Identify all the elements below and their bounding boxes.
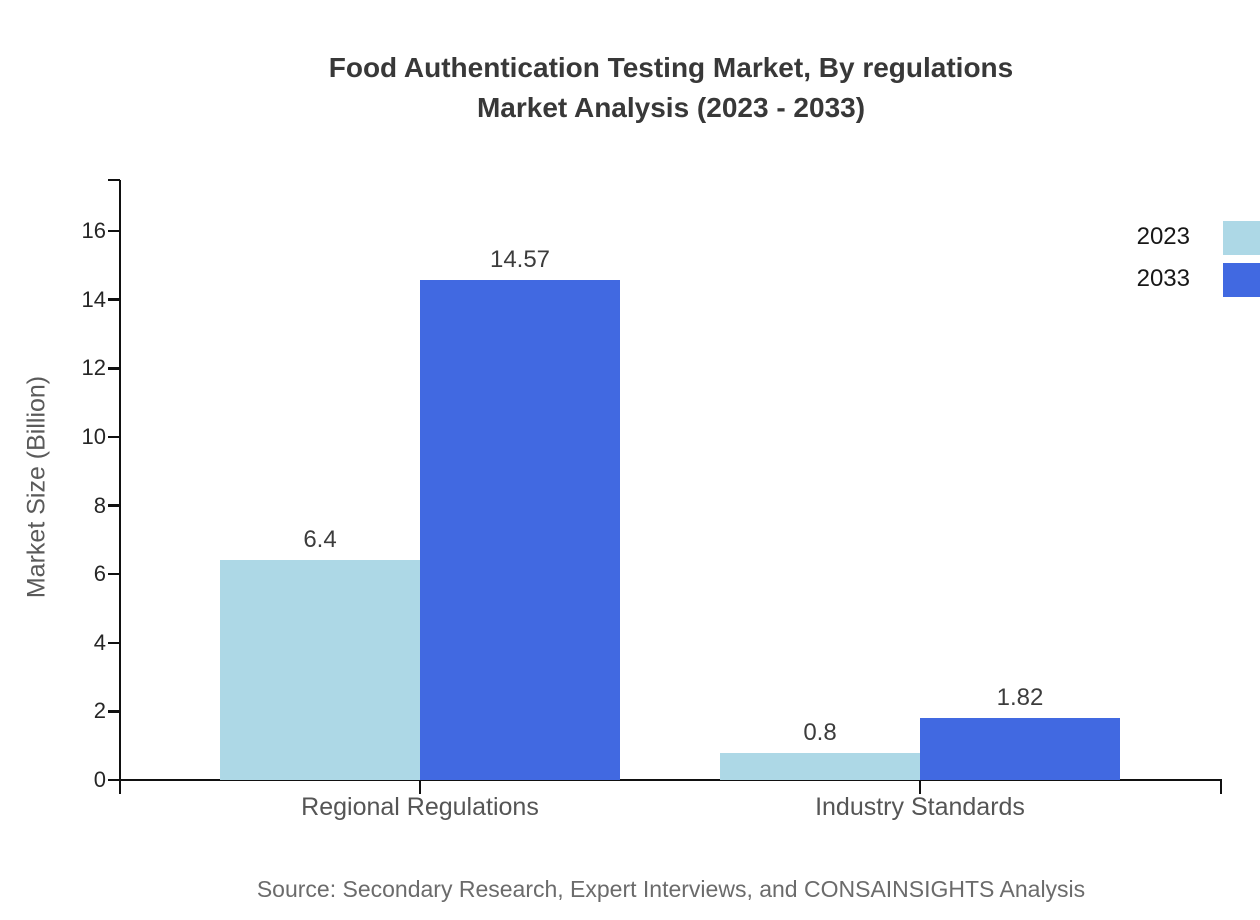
chart-title: Food Authentication Testing Market, By r… [120,48,1222,128]
x-axis-end-cap-tick [1219,780,1222,794]
bar-value-label: 1.82 [996,683,1044,711]
y-tick [108,229,120,233]
chart-title-line-1: Food Authentication Testing Market, By r… [328,52,1014,83]
y-tick [108,572,120,576]
y-tick-label: 6 [93,561,106,587]
bar [220,560,420,780]
y-tick-label: 8 [93,492,106,518]
category-label: Industry Standards [815,793,1025,821]
y-tick-label: 10 [81,423,106,449]
bar [420,280,620,780]
bar [920,717,1120,780]
y-tick [108,504,120,507]
y-tick [108,641,120,644]
bar [720,752,920,780]
y-axis-top-cap-tick [108,178,120,182]
legend-swatch [1223,263,1260,297]
y-tick-label: 16 [81,218,106,243]
y-tick-label: 14 [81,286,106,312]
y-tick-label: 0 [93,767,106,792]
x-axis-line [108,778,1222,782]
legend-label: 2033 [1136,265,1190,292]
y-tick-label: 4 [93,629,106,655]
y-tick [108,298,120,301]
y-tick-label: 12 [81,355,106,381]
bar-value-label: 14.57 [489,246,551,274]
bar-value-label: 6.4 [303,526,337,554]
y-tick [108,435,120,439]
y-tick-label: 2 [93,698,106,724]
bar-value-label: 0.8 [803,718,837,746]
y-tick [108,710,120,713]
y-axis-line [118,180,122,794]
chart-title-line-2: Market Analysis (2023 - 2033) [476,92,866,123]
x-axis-tick [918,780,922,794]
source-note: Source: Secondary Research, Expert Inter… [256,876,1086,902]
legend-swatch [1223,221,1260,255]
legend-label: 2023 [1136,223,1190,250]
category-label: Regional Regulations [301,793,539,821]
y-tick [108,367,120,370]
x-axis-tick [418,780,422,794]
